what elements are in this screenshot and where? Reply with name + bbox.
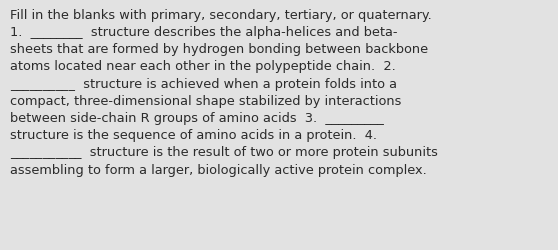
Text: Fill in the blanks with primary, secondary, tertiary, or quaternary.
1.  _______: Fill in the blanks with primary, seconda… [10, 9, 438, 176]
